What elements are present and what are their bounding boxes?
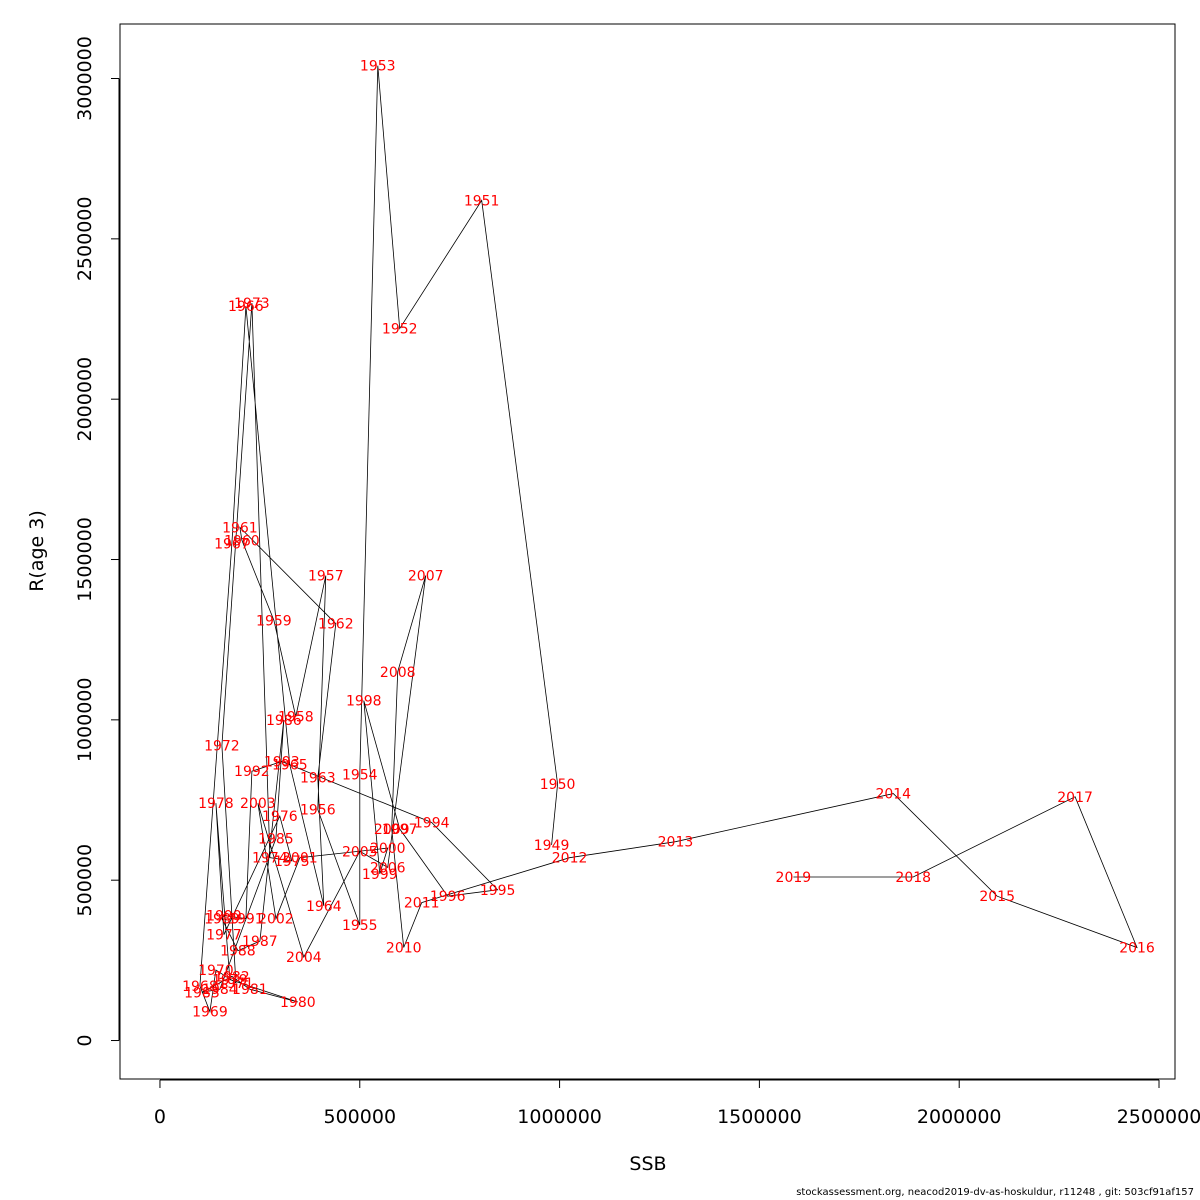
year-label-1956: 1956	[300, 803, 336, 819]
year-label-2002: 2002	[258, 912, 294, 928]
year-label-1993: 1993	[264, 755, 300, 771]
year-label-2010: 2010	[386, 941, 422, 957]
year-label-1967: 1967	[214, 536, 250, 552]
year-label-2014: 2014	[875, 787, 911, 803]
year-label-1978: 1978	[198, 796, 234, 812]
year-label-1982: 1982	[214, 969, 250, 985]
year-label-1991: 1991	[228, 912, 264, 928]
y-tick-label: 1000000	[74, 678, 96, 763]
year-label-1976: 1976	[262, 809, 298, 825]
year-label-2000: 2000	[370, 841, 406, 857]
year-label-1963: 1963	[300, 771, 336, 787]
year-label-1975: 1975	[274, 854, 310, 870]
y-tick-label: 2500000	[74, 197, 96, 282]
year-label-2003: 2003	[240, 796, 276, 812]
year-label-2019: 2019	[776, 870, 812, 886]
year-label-2017: 2017	[1057, 790, 1093, 806]
year-label-1990: 1990	[206, 908, 242, 924]
year-label-1961: 1961	[222, 520, 258, 536]
y-tick-label: 500000	[74, 844, 96, 917]
x-tick-label: 2000000	[917, 1106, 1002, 1128]
year-label-1955: 1955	[342, 918, 378, 934]
year-label-1951: 1951	[464, 193, 500, 209]
year-label-2006: 2006	[370, 860, 406, 876]
footer-credit: stockassessment.org, neacod2019-dv-as-ho…	[796, 1187, 1194, 1198]
year-label-1994: 1994	[414, 815, 450, 831]
x-tick-label: 1000000	[517, 1106, 602, 1128]
year-label-2007: 2007	[408, 569, 444, 585]
year-label-1949: 1949	[534, 838, 570, 854]
year-label-2016: 2016	[1119, 941, 1155, 957]
x-tick-label: 0	[154, 1106, 166, 1128]
year-label-1958: 1958	[278, 710, 314, 726]
year-label-1984: 1984	[202, 982, 238, 998]
year-label-1968: 1968	[182, 979, 218, 995]
year-label-1952: 1952	[382, 322, 418, 338]
year-label-2018: 2018	[895, 870, 931, 886]
x-tick-label: 2500000	[1117, 1106, 1200, 1128]
year-label-1960: 1960	[224, 533, 260, 549]
x-tick-label: 500000	[324, 1106, 397, 1128]
year-label-1986: 1986	[266, 713, 302, 729]
year-label-2005: 2005	[342, 844, 378, 860]
year-label-1983: 1983	[184, 985, 220, 1001]
year-label-1971: 1971	[218, 976, 254, 992]
y-tick-label: 1500000	[74, 517, 96, 602]
year-label-1962: 1962	[318, 617, 354, 633]
year-label-1996: 1996	[430, 889, 466, 905]
trajectory-line	[199, 65, 1138, 1014]
year-label-1999: 1999	[362, 867, 398, 883]
year-label-1970: 1970	[198, 963, 234, 979]
year-label-2013: 2013	[658, 835, 694, 851]
year-label-1959: 1959	[256, 613, 292, 629]
x-axis-title: SSB	[629, 1153, 666, 1175]
year-label-1988: 1988	[220, 944, 256, 960]
year-label-1966: 1966	[228, 299, 264, 315]
year-label-2001: 2001	[282, 851, 318, 867]
y-axis: 0 500000 1000000 1500000 2000000 2500000 30000…	[74, 36, 120, 1047]
year-label-1977: 1977	[206, 928, 242, 944]
year-label-2011: 2011	[404, 896, 440, 912]
y-tick-label: 3000000	[74, 36, 96, 121]
year-label-1998: 1998	[346, 694, 382, 710]
year-label-1973: 1973	[234, 296, 270, 312]
year-label-2004: 2004	[286, 950, 322, 966]
year-label-1979: 1979	[212, 973, 248, 989]
year-label-1969: 1969	[192, 1005, 228, 1021]
year-label-1957: 1957	[308, 569, 344, 585]
year-label-2015: 2015	[979, 889, 1015, 905]
year-label-2009: 2009	[374, 822, 410, 838]
plot-frame	[119, 23, 1176, 1080]
year-label-2012: 2012	[552, 851, 588, 867]
year-label-1981: 1981	[232, 982, 268, 998]
year-label-1950: 1950	[540, 777, 576, 793]
year-label-1974: 1974	[252, 851, 288, 867]
year-label-1989: 1989	[204, 912, 240, 928]
y-axis-title: R(age 3)	[26, 510, 48, 592]
x-tick-label: 1500000	[717, 1106, 802, 1128]
year-labels: 1949 1950 1951 1952 1953 1954 1955 1956 1957 1958…	[182, 59, 1155, 1021]
year-label-1965: 1965	[272, 758, 308, 774]
y-tick-label: 2000000	[74, 357, 96, 442]
year-label-1985: 1985	[258, 831, 294, 847]
y-tick-label: 0	[74, 1034, 96, 1046]
year-label-1980: 1980	[280, 995, 316, 1011]
year-label-1987: 1987	[242, 934, 278, 950]
year-label-1997: 1997	[382, 822, 418, 838]
year-label-2008: 2008	[380, 665, 416, 681]
year-label-1964: 1964	[306, 899, 342, 915]
x-axis: 0 500000 1000000 1500000 2000000 2500000	[154, 1079, 1200, 1128]
year-label-1953: 1953	[360, 59, 396, 75]
year-label-1954: 1954	[342, 767, 378, 783]
year-label-1972: 1972	[204, 739, 240, 755]
year-label-1992: 1992	[234, 764, 270, 780]
year-label-1995: 1995	[480, 883, 516, 899]
